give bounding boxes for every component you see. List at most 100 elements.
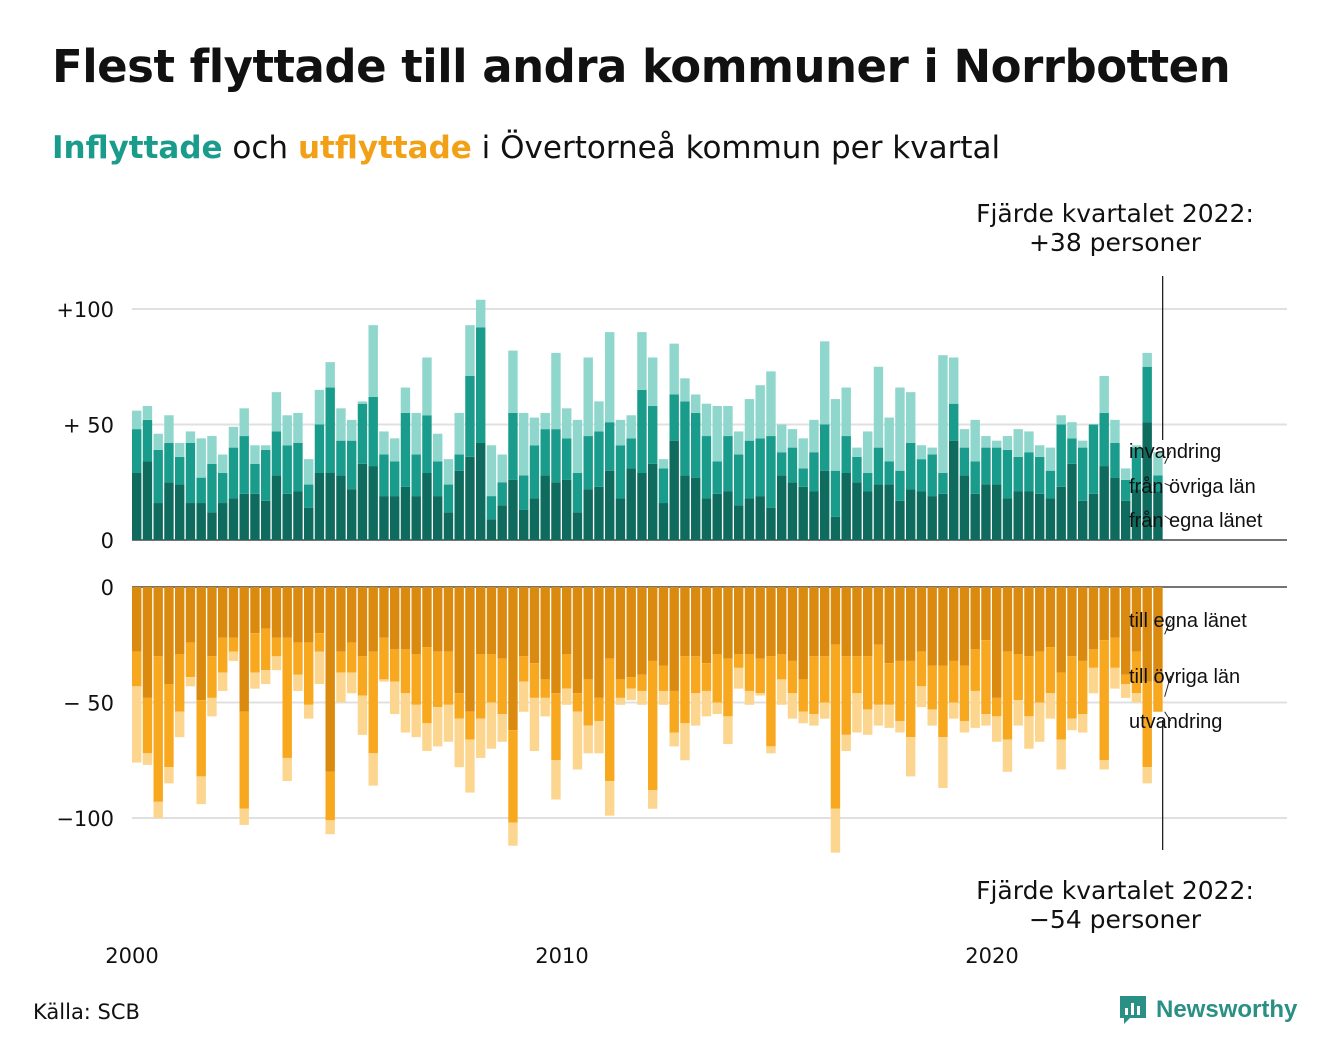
inflow-bar-segment	[314, 424, 325, 474]
inflow-bar-segment	[1121, 468, 1131, 480]
outflow-bar-segment	[1131, 651, 1142, 694]
inflow-bar-segment	[863, 431, 873, 474]
inflow-bar-segment	[164, 415, 174, 443]
outflow-bar-segment	[1099, 640, 1109, 761]
outflow-bar-segment	[852, 693, 862, 733]
inflow-bar-segment	[777, 475, 787, 540]
outflow-bar-segment	[347, 672, 357, 694]
outflow-bar-segment	[433, 707, 443, 747]
inflow-bar-segment	[798, 468, 808, 487]
inflow-bar-segment	[583, 489, 593, 540]
inflow-bar-segment	[734, 454, 744, 506]
outflow-bar-segment	[1142, 587, 1152, 682]
outflow-bar-segment	[1110, 667, 1120, 689]
inflow-bar-segment	[519, 475, 529, 510]
outflow-bar-segment	[357, 656, 368, 696]
outflow-bar-segment	[949, 660, 959, 703]
outflow-bar-segment	[1078, 714, 1088, 733]
inflow-bar-segment	[669, 440, 679, 540]
series-label: från egna länet	[1129, 510, 1263, 532]
inflow-bar-segment	[981, 447, 991, 485]
inflow-bar-segment	[938, 493, 948, 540]
outflow-bar-segment	[895, 587, 905, 661]
outflow-bar-segment	[841, 587, 851, 657]
outflow-bar-segment	[314, 651, 325, 685]
outflow-bar-segment	[712, 702, 722, 715]
inflow-bar-segment	[787, 482, 798, 540]
inflow-bar-segment	[852, 482, 862, 540]
outflow-bar-segment	[357, 587, 368, 657]
outflow-bar-segment	[712, 587, 722, 654]
inflow-bar-segment	[422, 415, 432, 474]
outflow-bar-segment	[1024, 656, 1034, 717]
outflow-bar-segment	[314, 633, 325, 652]
inflow-bar-segment	[583, 357, 593, 437]
inflow-bar-segment	[873, 484, 884, 540]
outflow-bar-segment	[809, 587, 819, 657]
outflow-bar-segment	[1056, 587, 1066, 673]
inflow-bar-segment	[959, 447, 970, 476]
inflow-bar-segment	[820, 341, 830, 425]
outflow-bar-segment	[540, 587, 550, 680]
inflow-bar-segment	[336, 408, 346, 441]
inflow-bar-segment	[959, 429, 970, 448]
inflow-bar-segment	[271, 392, 282, 432]
inflow-bar-segment	[927, 447, 937, 455]
inflow-bar-segment	[476, 327, 486, 443]
outflow-bar-segment	[992, 716, 1002, 742]
inflow-bar-segment	[895, 500, 905, 540]
inflow-bar-segment	[841, 473, 851, 540]
outflow-bar-segment	[873, 704, 884, 726]
inflow-bar-segment	[207, 512, 217, 540]
outflow-bar-segment	[1045, 693, 1056, 719]
inflow-bar-segment	[271, 475, 282, 540]
outflow-bar-segment	[368, 587, 378, 652]
inflow-bar-segment	[1131, 489, 1142, 540]
brand-name: Newsworthy	[1156, 996, 1298, 1023]
inflow-bar-segment	[164, 482, 174, 540]
inflow-bar-segment	[712, 406, 722, 462]
outflow-bar-segment	[637, 587, 647, 675]
outflow-bar-segment	[1035, 651, 1045, 703]
inflow-bar-segment	[637, 473, 647, 540]
inflow-bar-segment	[766, 371, 776, 437]
inflow-bar-segment	[1142, 352, 1152, 367]
inflow-bar-segment	[465, 375, 475, 457]
inflow-bar-segment	[443, 484, 454, 513]
inflow-bar-segment	[723, 436, 733, 492]
inflow-bar-segment	[465, 325, 475, 376]
inflow-bar-segment	[766, 507, 776, 540]
outflow-bar-segment	[1035, 587, 1045, 652]
inflow-bar-segment	[927, 496, 937, 540]
outflow-bar-segment	[798, 711, 808, 724]
outflow-bar-segment	[884, 587, 894, 664]
outflow-bar-segment	[142, 753, 153, 765]
outflow-bar-segment	[476, 587, 486, 654]
outflow-bar-segment	[529, 697, 540, 752]
inflow-bar-segment	[347, 419, 357, 441]
inflow-bar-segment	[594, 431, 604, 487]
outflow-bar-segment	[798, 679, 808, 712]
inflow-bar-segment	[357, 463, 368, 540]
outflow-bar-segment	[497, 658, 507, 715]
inflow-bar-segment	[605, 422, 615, 471]
inflow-bar-segment	[852, 447, 862, 457]
outflow-bar-segment	[422, 723, 432, 752]
inflow-bar-segment	[1045, 447, 1056, 471]
inflow-bar-segment	[218, 473, 228, 504]
inflow-bar-segment	[562, 479, 572, 540]
inflow-bar-segment	[637, 389, 647, 474]
inflow-bar-segment	[336, 475, 346, 540]
outflow-bar-segment	[486, 702, 497, 749]
inflow-bar-segment	[529, 445, 540, 499]
outflow-bar-segment	[250, 587, 260, 634]
inflow-bar-segment	[261, 449, 271, 501]
outflow-bar-segment	[250, 672, 260, 689]
inflow-bar-segment	[809, 419, 819, 453]
outflow-bar-segment	[175, 711, 185, 738]
inflow-bar-segment	[1013, 456, 1023, 492]
inflow-bar-segment	[615, 445, 626, 499]
outflow-bar-segment	[304, 642, 314, 705]
outflow-bar-segment	[293, 674, 303, 691]
outflow-bar-segment	[1131, 587, 1142, 652]
